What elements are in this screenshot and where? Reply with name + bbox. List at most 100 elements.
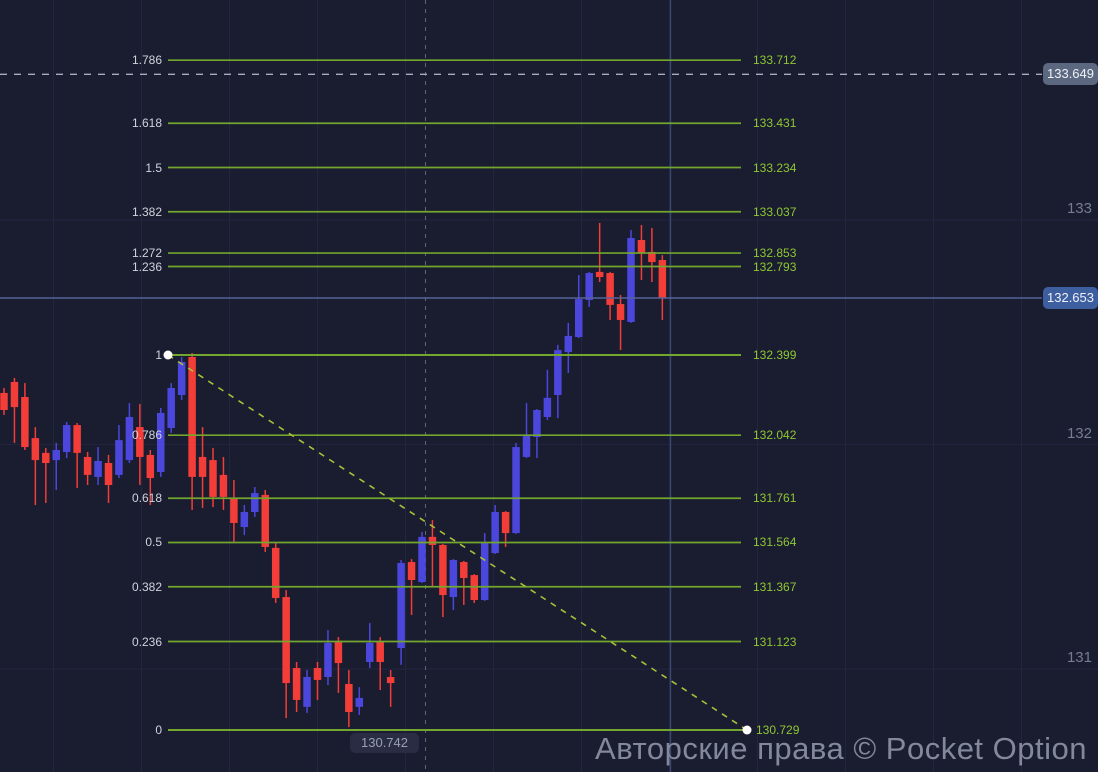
- candle-body: [282, 597, 290, 684]
- fib-price-label-0.5: 131.564: [753, 535, 797, 550]
- fibonacci-anchor-handles[interactable]: [163, 350, 752, 735]
- candle-body: [428, 536, 437, 545]
- fib-price-label-0.786: 132.042: [753, 428, 797, 443]
- candle-body: [397, 562, 405, 649]
- candle-body: [439, 544, 447, 596]
- candle-body: [230, 498, 238, 523]
- fib-price-label-0: 130.729: [756, 722, 800, 737]
- fib-level-label-0.618: 0.618: [131, 491, 162, 506]
- fib-price-label-1.618: 133.431: [753, 116, 797, 131]
- fib-level-label-1.382: 1.382: [131, 204, 162, 219]
- fib-level-label-0: 0: [155, 722, 162, 737]
- candle-body: [637, 240, 646, 254]
- candle-body: [42, 452, 50, 464]
- candle-body: [376, 641, 384, 662]
- fib-level-label-0.382: 0.382: [131, 579, 162, 594]
- candle-body: [157, 412, 165, 472]
- fib-level-label-1.272: 1.272: [131, 246, 162, 261]
- candle-body: [554, 350, 562, 395]
- fib-price-label-0.382: 131.367: [753, 579, 797, 594]
- candle-body: [585, 273, 593, 300]
- fib-price-label-1.272: 132.853: [753, 246, 797, 261]
- low-price-marker-badge: 130.742: [350, 733, 419, 753]
- candle-body: [480, 542, 489, 600]
- candle-body: [104, 463, 113, 486]
- candle-body: [627, 238, 635, 322]
- time-marker-lines: [425, 0, 672, 772]
- y-axis-label-133: 133: [1066, 200, 1092, 218]
- candle-body: [522, 434, 531, 457]
- y-axis-label-131: 131: [1066, 649, 1092, 667]
- fib-level-label-0.236: 0.236: [131, 634, 162, 649]
- candle-body: [31, 438, 40, 461]
- candle-body: [177, 361, 186, 395]
- candle-body: [62, 425, 71, 453]
- fib-level-label-0.5: 0.5: [145, 535, 162, 550]
- candle-body: [198, 456, 207, 477]
- fib-price-label-0.618: 131.761: [753, 491, 797, 506]
- candle-body: [324, 642, 332, 678]
- upper-quote-badge: 133.649: [1043, 63, 1098, 86]
- y-axis-label-132: 132: [1066, 424, 1092, 442]
- candle-body: [355, 697, 364, 707]
- candle-body: [658, 260, 667, 298]
- fib-price-label-1.236: 132.793: [753, 259, 797, 274]
- candle-body: [345, 683, 353, 713]
- fib-level-label-0.786: 0.786: [131, 428, 162, 443]
- fib-level-label-1.786: 1.786: [131, 53, 162, 68]
- candle-body: [167, 388, 175, 428]
- candle-body: [188, 357, 196, 477]
- candle-body: [261, 494, 269, 547]
- fib-price-label-1.786: 133.712: [753, 53, 797, 68]
- fib-level-label-1.236: 1.236: [131, 259, 162, 274]
- candle-body: [146, 454, 155, 479]
- fib-price-label-1: 132.399: [753, 348, 797, 362]
- candle-body: [115, 440, 123, 475]
- candle-body: [240, 511, 249, 528]
- fib-level-label-1.618: 1.618: [131, 116, 162, 131]
- fib-anchor-dot-end[interactable]: [742, 725, 752, 735]
- fib-anchor-dot-start[interactable]: [163, 350, 173, 360]
- candle-body: [564, 335, 573, 353]
- broker-watermark: Авторские права © Pocket Option: [595, 731, 1087, 766]
- candle-body: [491, 511, 499, 554]
- candle-body: [83, 456, 92, 475]
- fibonacci-retracement-lines[interactable]: [168, 59, 747, 732]
- candle-body: [648, 251, 656, 263]
- candle-body: [543, 397, 552, 417]
- candle-body: [10, 381, 19, 408]
- fib-level-label-1.5: 1.5: [145, 160, 162, 175]
- price-lines: [0, 73, 1042, 299]
- fib-price-label-1.5: 133.234: [753, 160, 797, 175]
- candle-body: [94, 460, 102, 477]
- candle-body: [407, 562, 416, 580]
- candle-body: [606, 273, 614, 305]
- fib-price-label-0.236: 131.123: [753, 634, 797, 649]
- candle-body: [303, 677, 311, 707]
- candle-body: [271, 547, 280, 598]
- candle-body: [616, 304, 625, 320]
- candle-body: [219, 474, 228, 497]
- candle-body: [251, 493, 259, 512]
- candle-body: [334, 641, 343, 664]
- candle-body: [512, 447, 520, 534]
- candle-body: [501, 511, 510, 534]
- candle-body: [386, 677, 395, 684]
- candle-body: [460, 562, 468, 578]
- candle-body: [313, 668, 322, 680]
- candle-body: [21, 396, 29, 448]
- candle-body: [575, 299, 583, 338]
- fib-level-label-1: 1: [155, 348, 162, 362]
- candle-body: [292, 668, 301, 700]
- candle-body: [366, 642, 374, 662]
- candle-body: [533, 410, 541, 437]
- candle-body: [595, 271, 604, 278]
- candle-body: [209, 460, 217, 497]
- candlestick-series: [0, 222, 667, 728]
- fib-price-label-1.382: 133.037: [753, 204, 797, 219]
- candle-body: [136, 427, 144, 457]
- candle-body: [418, 536, 426, 583]
